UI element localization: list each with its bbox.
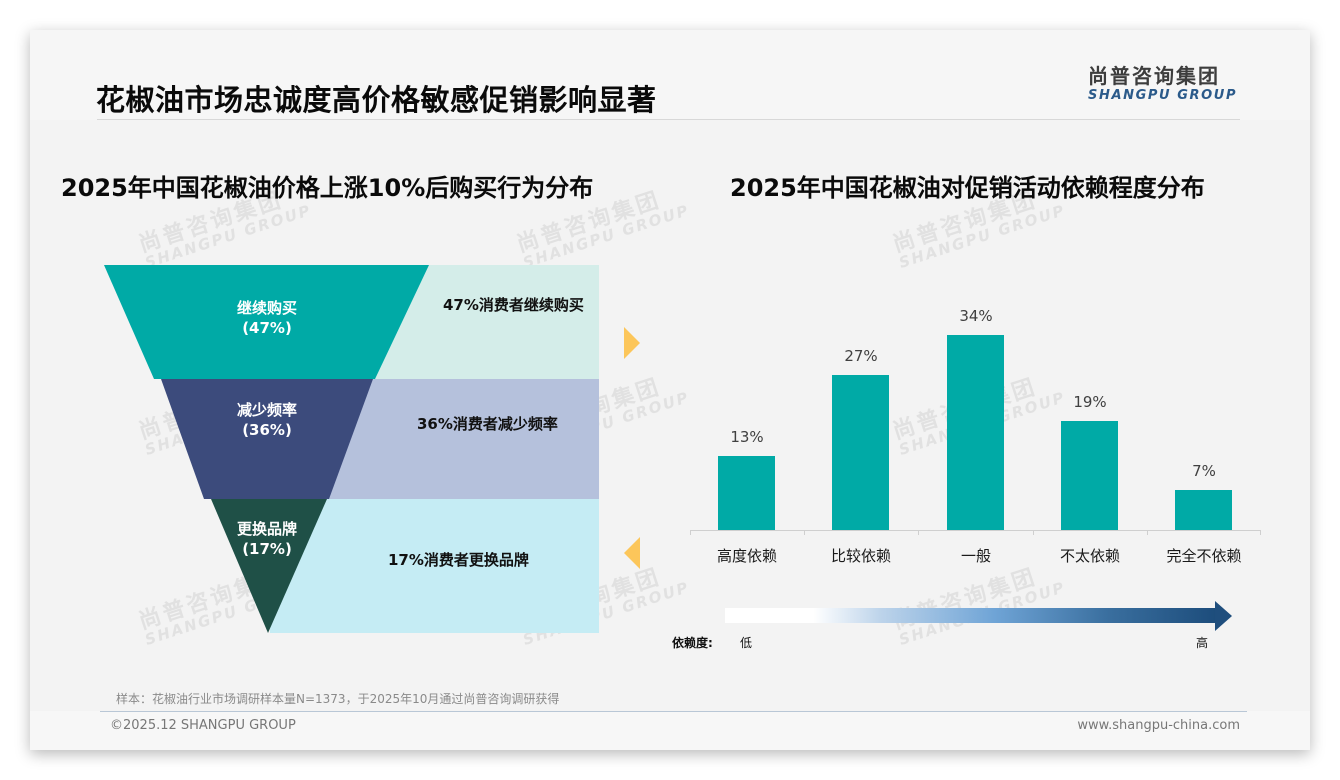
- header-band: [30, 30, 1310, 120]
- x-axis: [690, 530, 1261, 531]
- bar-fairly-dependent: [832, 375, 889, 530]
- company-logo: 尚普咨询集团 SHANGPU GROUP: [1088, 64, 1248, 104]
- sample-note: 样本：花椒油行业市场调研样本量N=1373，于2025年10月通过尚普咨询调研获…: [116, 692, 560, 706]
- category-label: 不太依赖: [1059, 547, 1120, 565]
- bar-value: 34%: [959, 307, 993, 325]
- footer-divider: [100, 711, 1247, 712]
- scale-high-label: 高: [1196, 636, 1209, 650]
- funnel-chart-title: 2025年中国花椒油价格上涨10%后购买行为分布: [61, 174, 594, 202]
- axis-tick: [1260, 530, 1261, 535]
- axis-tick: [1033, 530, 1034, 535]
- arrow-left-icon: [624, 537, 640, 569]
- scale-label: 依赖度:: [672, 636, 713, 650]
- copyright: ©2025.12 SHANGPU GROUP: [110, 718, 296, 733]
- funnel-segment-1: [104, 265, 429, 379]
- scale-low-label: 低: [740, 636, 753, 650]
- bar-value: 7%: [1192, 462, 1216, 480]
- funnel-segment-3: [211, 499, 327, 633]
- dependency-gradient-bar: [725, 608, 1215, 623]
- category-label: 高度依赖: [716, 547, 777, 565]
- funnel-band-label: 17%消费者更换品牌: [388, 551, 529, 569]
- funnel-segment-label: 继续购买 (47%): [236, 299, 297, 337]
- category-label: 比较依赖: [830, 547, 891, 565]
- funnel-band-label: 36%消费者减少频率: [417, 415, 558, 433]
- bar-highly-dependent: [718, 456, 775, 530]
- arrow-right-icon: [624, 327, 640, 359]
- funnel-segment-label: 减少频率 (36%): [236, 401, 297, 439]
- title-divider: [97, 119, 1240, 120]
- axis-tick: [1147, 530, 1148, 535]
- funnel-segment-label: 更换品牌 (17%): [236, 520, 297, 558]
- page-title: 花椒油市场忠诚度高价格敏感促销影响显著: [96, 83, 657, 117]
- bar-chart-title: 2025年中国花椒油对促销活动依赖程度分布: [730, 174, 1205, 202]
- bar-value: 19%: [1073, 393, 1107, 411]
- funnel-band-2: [323, 379, 599, 499]
- bar-value: 27%: [844, 347, 878, 365]
- bar-value: 13%: [730, 428, 764, 446]
- axis-tick: [690, 530, 691, 535]
- category-label: 完全不依赖: [1166, 547, 1242, 565]
- funnel-band-label: 47%消费者继续购买: [443, 296, 584, 314]
- logo-en: SHANGPU GROUP: [1088, 88, 1238, 103]
- bar-neutral: [947, 335, 1004, 530]
- axis-tick: [918, 530, 919, 535]
- footer-band: [30, 711, 1310, 750]
- funnel-segment-2: [161, 379, 373, 499]
- funnel-chart: [104, 265, 599, 633]
- website-link[interactable]: www.shangpu-china.com: [1077, 718, 1240, 733]
- logo-cn: 尚普咨询集团: [1088, 64, 1220, 88]
- slide: 花椒油市场忠诚度高价格敏感促销影响显著 尚普咨询集团 SHANGPU GROUP…: [30, 30, 1310, 750]
- arrow-head-icon: [1215, 601, 1232, 631]
- bar-not-very-dependent: [1061, 421, 1118, 530]
- bar-not-dependent: [1175, 490, 1232, 530]
- funnel-band-3: [270, 499, 599, 633]
- axis-tick: [804, 530, 805, 535]
- category-label: 一般: [960, 547, 991, 565]
